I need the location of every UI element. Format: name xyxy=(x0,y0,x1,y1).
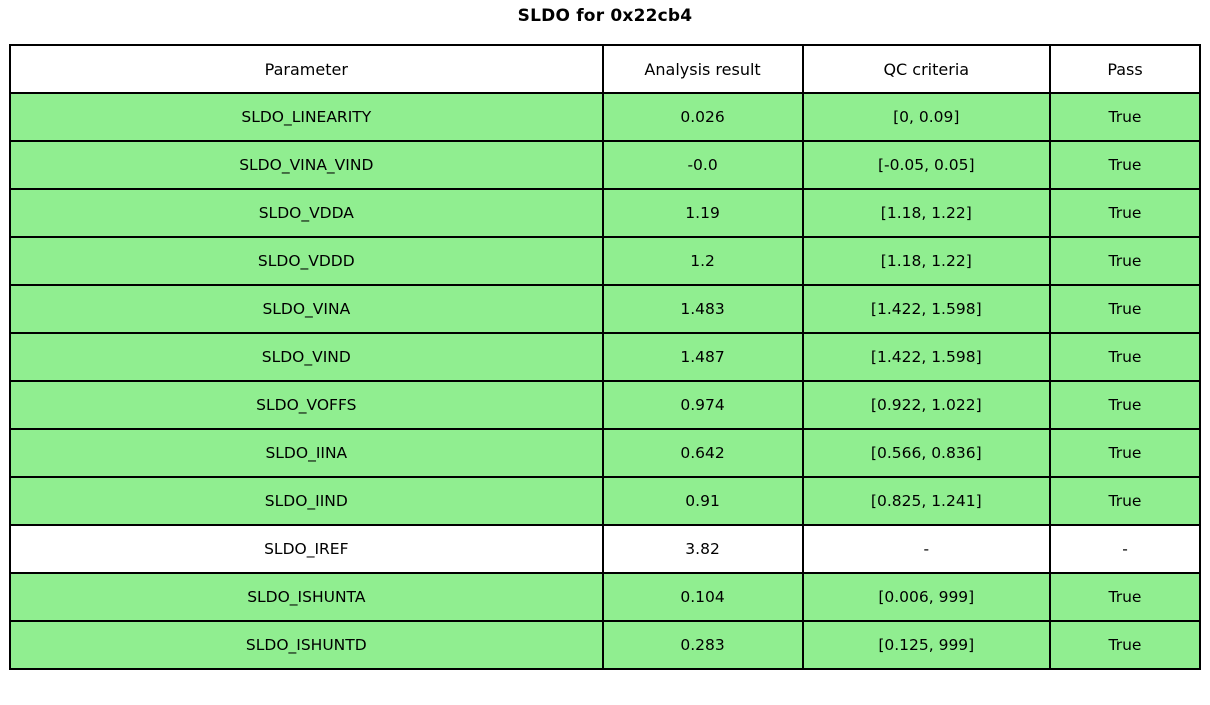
cell-analysis-result: 0.026 xyxy=(601,92,804,142)
cell-pass: True xyxy=(1049,428,1201,478)
cell-parameter: SLDO_VOFFS xyxy=(9,380,604,430)
header-pass: Pass xyxy=(1049,44,1201,94)
cell-analysis-result: 0.104 xyxy=(601,572,804,622)
header-parameter: Parameter xyxy=(9,44,604,94)
cell-qc-criteria: - xyxy=(801,524,1052,574)
cell-parameter: SLDO_VINA_VIND xyxy=(9,140,604,190)
table-body: SLDO_LINEARITY 0.026 [0, 0.09] True SLDO_VIN… xyxy=(9,92,1201,670)
cell-analysis-result: 0.91 xyxy=(601,476,804,526)
table-row: SLDO_IREF 3.82- - xyxy=(9,524,1201,574)
cell-qc-criteria: [0.006, 999] xyxy=(801,572,1052,622)
cell-analysis-result: -0.0 xyxy=(601,140,804,190)
qc-results-table: Parameter Analysis result QC criteria Pa… xyxy=(9,44,1201,670)
table-row: SLDO_VIND 1.487 [1.422, 1.598] True xyxy=(9,332,1201,382)
cell-analysis-result: 0.283 xyxy=(601,620,804,670)
table-row: SLDO_VOFFS 0.974 [0.922, 1.022] True xyxy=(9,380,1201,430)
cell-pass: True xyxy=(1049,92,1201,142)
table-row: SLDO_ISHUNTD 0.283 [0.125, 999] True xyxy=(9,620,1201,670)
cell-pass: True xyxy=(1049,188,1201,238)
cell-parameter: SLDO_IIND xyxy=(9,476,604,526)
cell-analysis-result: 3.82 xyxy=(601,524,804,574)
cell-pass: True xyxy=(1049,380,1201,430)
cell-parameter: SLDO_ISHUNTD xyxy=(9,620,604,670)
cell-qc-criteria: [1.18, 1.22] xyxy=(801,236,1052,286)
table-row: SLDO_VINA 1.483 [1.422, 1.598] True xyxy=(9,284,1201,334)
cell-parameter: SLDO_LINEARITY xyxy=(9,92,604,142)
table-row: SLDO_IIND 0.91 [0.825, 1.241] True xyxy=(9,476,1201,526)
cell-analysis-result: 0.974 xyxy=(601,380,804,430)
cell-qc-criteria: [-0.05, 0.05] xyxy=(801,140,1052,190)
cell-qc-criteria: [0.825, 1.241] xyxy=(801,476,1052,526)
table-row: SLDO_VDDA 1.19 [1.18, 1.22] True xyxy=(9,188,1201,238)
cell-pass: - xyxy=(1049,524,1201,574)
cell-parameter: SLDO_VIND xyxy=(9,332,604,382)
cell-analysis-result: 1.483 xyxy=(601,284,804,334)
header-row: Parameter Analysis result QC criteria Pa… xyxy=(9,44,1201,94)
cell-analysis-result: 0.642 xyxy=(601,428,804,478)
cell-parameter: SLDO_VINA xyxy=(9,284,604,334)
table-row: SLDO_IINA 0.642 [0.566, 0.836] True xyxy=(9,428,1201,478)
cell-qc-criteria: [1.18, 1.22] xyxy=(801,188,1052,238)
cell-pass: True xyxy=(1049,284,1201,334)
cell-qc-criteria: [0, 0.09] xyxy=(801,92,1052,142)
cell-analysis-result: 1.487 xyxy=(601,332,804,382)
cell-parameter: SLDO_VDDD xyxy=(9,236,604,286)
cell-qc-criteria: [0.922, 1.022] xyxy=(801,380,1052,430)
cell-analysis-result: 1.19 xyxy=(601,188,804,238)
cell-parameter: SLDO_VDDA xyxy=(9,188,604,238)
cell-qc-criteria: [1.422, 1.598] xyxy=(801,284,1052,334)
cell-pass: True xyxy=(1049,620,1201,670)
cell-qc-criteria: [1.422, 1.598] xyxy=(801,332,1052,382)
table-row: SLDO_VDDD 1.2 [1.18, 1.22] True xyxy=(9,236,1201,286)
cell-pass: True xyxy=(1049,140,1201,190)
table-row: SLDO_VINA_VIND -0.0 [-0.05, 0.05] True xyxy=(9,140,1201,190)
cell-pass: True xyxy=(1049,236,1201,286)
table-row: SLDO_ISHUNTA 0.104 [0.006, 999] True xyxy=(9,572,1201,622)
cell-parameter: SLDO_IREF xyxy=(9,524,604,574)
cell-pass: True xyxy=(1049,476,1201,526)
header-qc-criteria: QC criteria xyxy=(801,44,1052,94)
cell-analysis-result: 1.2 xyxy=(601,236,804,286)
cell-qc-criteria: [0.125, 999] xyxy=(801,620,1052,670)
table-header: Parameter Analysis result QC criteria Pa… xyxy=(9,44,1201,94)
table-row: SLDO_LINEARITY 0.026 [0, 0.09] True xyxy=(9,92,1201,142)
cell-parameter: SLDO_IINA xyxy=(9,428,604,478)
header-analysis-result: Analysis result xyxy=(601,44,804,94)
cell-parameter: SLDO_ISHUNTA xyxy=(9,572,604,622)
page-title: SLDO for 0x22cb4 xyxy=(517,6,693,26)
cell-pass: True xyxy=(1049,572,1201,622)
cell-pass: True xyxy=(1049,332,1201,382)
cell-qc-criteria: [0.566, 0.836] xyxy=(801,428,1052,478)
